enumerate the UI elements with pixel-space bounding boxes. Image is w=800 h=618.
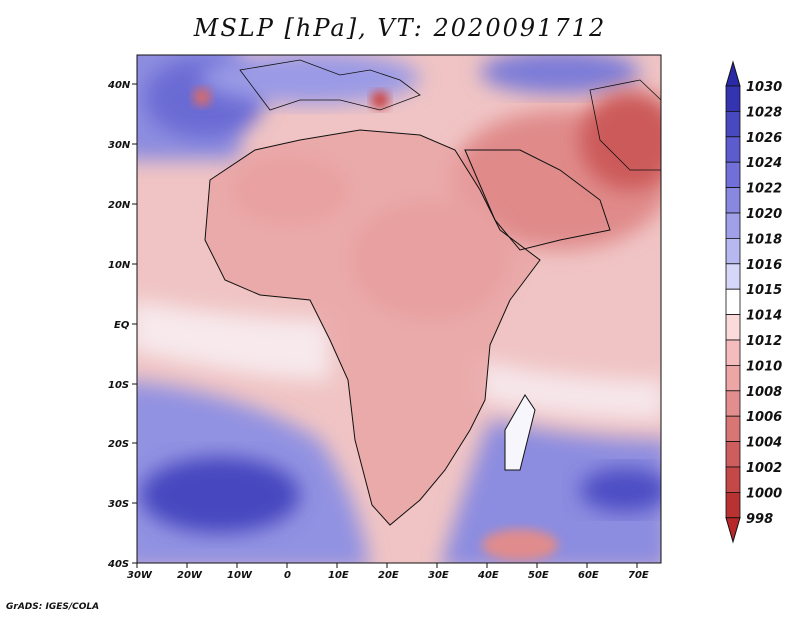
colorbar-label: 1004 — [746, 436, 782, 451]
colorbar-label: 1020 — [746, 207, 782, 222]
y-tick: 20S — [108, 439, 129, 450]
colorbar-label: 1016 — [746, 258, 782, 273]
x-tick: 10E — [328, 570, 349, 581]
colorbar-swatch — [725, 187, 741, 214]
colorbar-label: 1022 — [746, 182, 782, 197]
colorbar-swatch — [725, 111, 741, 138]
colorbar-swatch — [725, 212, 741, 239]
x-tick: 20W — [177, 570, 203, 581]
x-tick: 20E — [378, 570, 399, 581]
y-tick: 10N — [108, 260, 131, 271]
y-tick: 30N — [108, 140, 131, 151]
colorbar-swatch — [725, 339, 741, 366]
colorbar-swatch — [725, 85, 741, 112]
colorbar-label: 1030 — [746, 80, 782, 95]
credit-label: GrADS: IGES/COLA — [6, 602, 100, 612]
y-tick: 10S — [108, 380, 129, 391]
colorbar-swatch — [725, 136, 741, 163]
colorbar-swatch — [725, 466, 741, 493]
y-tick: 30S — [108, 499, 129, 510]
colorbar-top-arrow — [725, 60, 741, 87]
colorbar-bottom-arrow — [725, 517, 741, 544]
map-title: MSLP [hPa], VT: 2020091712 — [193, 14, 607, 42]
colorbar-label: 1002 — [746, 461, 782, 476]
y-tick: 40N — [107, 80, 131, 91]
colorbar-swatch — [725, 263, 741, 290]
x-tick: 60E — [578, 570, 599, 581]
colorbar-swatch — [725, 390, 741, 417]
colorbar-label: 1024 — [746, 156, 782, 171]
colorbar-label: 1012 — [746, 334, 782, 349]
colorbar-swatch — [725, 314, 741, 341]
colorbar-label: 1015 — [746, 283, 782, 298]
colorbar-label: 1026 — [746, 131, 782, 146]
x-tick: 30E — [428, 570, 449, 581]
x-tick: 30W — [127, 570, 153, 581]
colorbar-label: 998 — [746, 512, 773, 527]
x-tick: 70E — [628, 570, 649, 581]
colorbar: 1030 1028 1026 1024 1022 1020 1018 1016 1015 1014… — [725, 60, 782, 544]
colorbar-swatch — [725, 364, 741, 392]
pressure-field — [137, 55, 661, 563]
colorbar-swatch — [725, 441, 741, 468]
colorbar-swatch — [725, 288, 741, 316]
colorbar-label: 1028 — [746, 105, 782, 120]
y-axis: 40N 30N 20N 10N EQ 10S 20S 30S 40S — [107, 80, 137, 570]
colorbar-label: 1008 — [746, 385, 782, 400]
x-tick: 40E — [477, 570, 499, 581]
x-tick: 10W — [227, 570, 253, 581]
colorbar-swatch — [725, 491, 741, 519]
colorbar-label: 1000 — [746, 486, 782, 501]
y-tick: EQ — [114, 320, 130, 331]
colorbar-label: 1010 — [746, 359, 782, 374]
y-tick: 40S — [107, 559, 129, 570]
map-frame — [136, 54, 662, 564]
x-axis: 30W 20W 10W 0 10E 20E 30E 40E 50E 60E 70… — [127, 563, 649, 581]
colorbar-label: 1018 — [746, 232, 782, 247]
x-tick: 50E — [528, 570, 549, 581]
colorbar-label: 1006 — [746, 410, 782, 425]
colorbar-label: 1014 — [746, 309, 782, 324]
colorbar-swatch — [725, 237, 741, 265]
y-tick: 20N — [108, 200, 131, 211]
colorbar-swatch — [725, 161, 741, 188]
colorbar-swatch — [725, 415, 741, 443]
x-tick: 0 — [284, 570, 291, 581]
